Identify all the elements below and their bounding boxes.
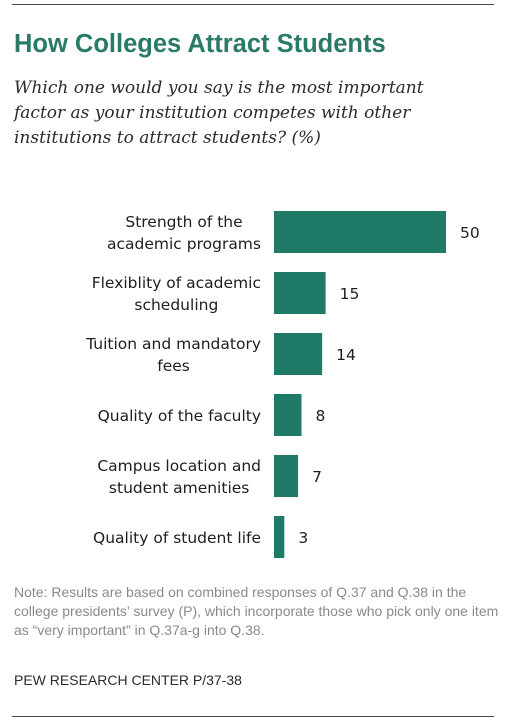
bar-4 [274, 455, 299, 497]
bar-3 [274, 394, 302, 436]
bar-0 [274, 211, 446, 253]
bar-2 [274, 333, 323, 375]
chart-subtitle: Which one would you say is the most impo… [14, 78, 424, 148]
source-line: PEW RESEARCH CENTER P/37-38 [14, 672, 242, 688]
value-label-5: 3 [298, 529, 308, 547]
value-label-2: 14 [336, 346, 356, 364]
value-label-0: 50 [460, 224, 480, 242]
category-label-5: Quality of student life [93, 529, 261, 547]
bar-5 [274, 516, 285, 558]
chart-title: How Colleges Attract Students [14, 30, 386, 58]
value-label-3: 8 [316, 407, 326, 425]
bar-1 [274, 272, 326, 314]
value-label-4: 7 [312, 468, 322, 486]
category-label-0: Strength of the academic programs [107, 213, 261, 253]
bottom-rule [12, 716, 494, 717]
value-label-1: 15 [340, 285, 360, 303]
footnote: Note: Results are based on combined resp… [14, 584, 499, 638]
category-label-2: Tuition and mandatory fees [85, 335, 261, 375]
category-label-4: Campus location and student amenities [97, 457, 261, 497]
category-label-1: Flexiblity of academic scheduling [92, 274, 261, 314]
category-label-3: Quality of the faculty [98, 407, 261, 425]
top-rule [12, 4, 494, 5]
bar-chart: 50 Strength of the academic programs 15 Flex… [85, 211, 480, 558]
